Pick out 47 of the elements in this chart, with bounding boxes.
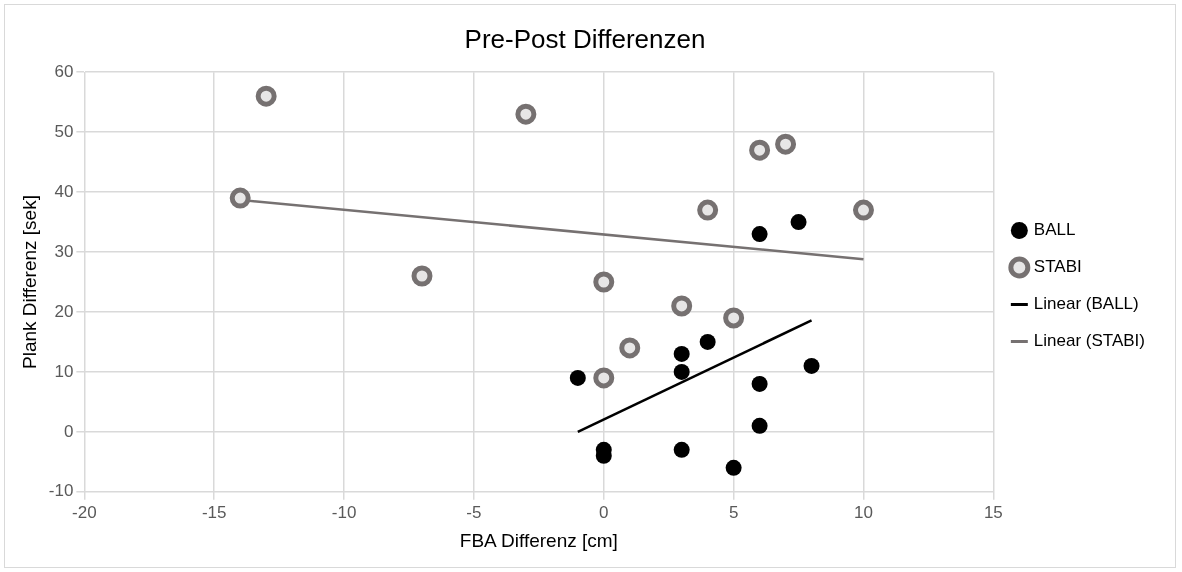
y-tick-label: -10: [48, 481, 74, 501]
x-axis-title: FBA Differenz [cm]: [459, 529, 618, 551]
point: [751, 226, 768, 243]
point: [673, 441, 690, 458]
point: [569, 369, 586, 386]
y-tick-label: 10: [54, 361, 74, 381]
point: [411, 265, 433, 287]
y-tick-label: 50: [54, 121, 74, 141]
y-tick-label: 20: [54, 301, 74, 321]
x-tick-label: 10: [854, 502, 873, 522]
y-tick-label: 30: [54, 241, 74, 261]
y-tick-label: 0: [63, 421, 74, 441]
y-axis-title: Plank Differenz [sek]: [18, 195, 40, 369]
point: [619, 337, 641, 359]
x-tick-label: -20: [72, 502, 97, 522]
point: [803, 357, 820, 374]
point: [751, 417, 768, 434]
legend-label: BALL: [1033, 220, 1076, 240]
point: [673, 345, 690, 362]
point: [699, 333, 716, 350]
x-tick-label: -15: [201, 502, 227, 522]
point: [515, 103, 537, 125]
point: [697, 199, 719, 221]
chart-title: Pre-Post Differenzen: [464, 23, 706, 54]
point: [673, 363, 690, 380]
point: [723, 307, 745, 329]
x-tick-label: 0: [599, 502, 609, 522]
y-tick-label: 40: [54, 181, 74, 201]
legend-label: STABI: [1033, 257, 1082, 277]
x-tick-label: 5: [728, 502, 739, 522]
point: [775, 133, 797, 155]
point: [852, 199, 874, 221]
point: [593, 271, 615, 293]
point: [749, 139, 771, 161]
legend-label: Linear (STABI): [1033, 331, 1146, 351]
x-tick-label: 15: [983, 502, 1003, 522]
point: [255, 85, 277, 107]
x-tick-label: -10: [331, 502, 357, 522]
x-tick-label: -5: [466, 502, 482, 522]
point: [593, 367, 615, 389]
point: [725, 459, 742, 476]
point: [790, 214, 807, 231]
point: [671, 295, 693, 317]
point: [229, 187, 251, 209]
legend-label: Linear (BALL): [1033, 294, 1139, 314]
y-tick-label: 60: [54, 61, 74, 81]
point: [751, 375, 768, 392]
